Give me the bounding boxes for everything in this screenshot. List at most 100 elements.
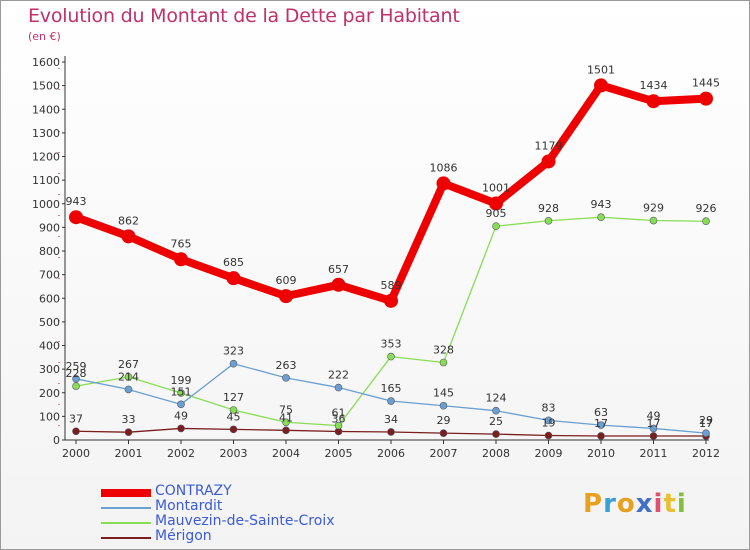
data-label: 943 xyxy=(591,198,612,211)
data-label: 1086 xyxy=(430,161,458,174)
data-label: 222 xyxy=(328,369,349,382)
data-label: 263 xyxy=(276,359,297,372)
x-tick-label: 2004 xyxy=(272,447,300,460)
data-label: 943 xyxy=(66,195,87,208)
data-labels-layer: 943 862 765 685 609 657 589 1086 1001 1179 1501 143… xyxy=(66,63,721,430)
legend-label: Montardit xyxy=(155,498,223,514)
data-label: 259 xyxy=(66,360,87,373)
data-label: 862 xyxy=(118,214,139,227)
data-point xyxy=(72,427,80,436)
data-label: 145 xyxy=(433,387,454,400)
data-label: 36 xyxy=(332,412,346,425)
data-label: 353 xyxy=(381,338,402,351)
data-point xyxy=(282,418,290,427)
y-tick-label: 500 xyxy=(39,316,60,329)
data-label: 19 xyxy=(542,417,556,430)
data-label: 905 xyxy=(486,207,507,220)
legend-swatch xyxy=(101,537,151,539)
legend-label: Mérigon xyxy=(155,528,212,544)
data-point xyxy=(226,271,241,286)
x-tick-label: 2003 xyxy=(220,447,248,460)
x-tick-label: 2012 xyxy=(692,447,720,460)
data-label: 37 xyxy=(69,412,83,425)
data-point xyxy=(646,94,661,109)
data-label: 609 xyxy=(276,274,297,287)
data-label: 33 xyxy=(122,413,136,426)
data-label: 1445 xyxy=(692,77,720,90)
data-point xyxy=(331,277,346,292)
y-tick-label: 700 xyxy=(39,269,60,282)
y-tick-label: 1400 xyxy=(32,103,60,116)
logo-letter: i xyxy=(653,489,664,519)
data-point xyxy=(69,210,83,225)
data-point xyxy=(229,406,238,414)
x-tick-label: 2000 xyxy=(62,447,90,460)
x-tick-label: 2006 xyxy=(377,447,405,460)
data-label: 589 xyxy=(381,279,402,292)
series-line-0 xyxy=(72,81,710,305)
data-point xyxy=(594,78,608,93)
data-point xyxy=(439,358,448,367)
data-label: 214 xyxy=(118,370,139,383)
data-label: 17 xyxy=(594,417,608,430)
legend-swatch xyxy=(101,522,151,524)
data-label: 657 xyxy=(328,263,349,276)
data-label: 1434 xyxy=(640,79,668,92)
y-tick-label: 1300 xyxy=(32,127,60,140)
y-tick-label: 200 xyxy=(39,387,60,400)
logo-letter: x xyxy=(635,489,654,519)
data-point xyxy=(544,216,553,225)
data-label: 29 xyxy=(699,414,713,427)
data-point xyxy=(177,389,185,397)
data-point xyxy=(334,421,343,430)
y-tick-label: 1000 xyxy=(32,198,60,211)
data-point xyxy=(334,383,343,392)
data-point xyxy=(124,428,133,437)
data-label: 49 xyxy=(174,409,188,422)
x-tick-label: 2002 xyxy=(167,447,195,460)
data-point xyxy=(439,429,448,437)
x-tick-label: 2011 xyxy=(640,447,668,460)
axes: 0 100 200 300 400 500 600 700 800 900 1000 1100 1200… xyxy=(32,56,720,460)
data-label: 75 xyxy=(279,403,293,416)
y-tick-label: 100 xyxy=(39,410,60,423)
data-label: 124 xyxy=(486,392,507,405)
data-label: 926 xyxy=(696,202,717,215)
legend-swatch xyxy=(101,507,151,509)
x-tick-label: 2009 xyxy=(535,447,563,460)
data-point xyxy=(177,424,185,433)
data-label: 1179 xyxy=(535,139,563,152)
x-tick-label: 2007 xyxy=(430,447,458,460)
data-label: 127 xyxy=(223,391,244,404)
data-point xyxy=(597,432,605,440)
data-label: 34 xyxy=(384,413,398,426)
data-label: 929 xyxy=(643,202,664,215)
legend-label: CONTRAZY xyxy=(155,483,232,499)
data-label: 17 xyxy=(647,417,661,430)
data-label: 928 xyxy=(538,202,559,215)
data-label: 199 xyxy=(171,374,192,387)
y-tick-label: 300 xyxy=(39,363,60,376)
data-point xyxy=(492,406,500,415)
data-point xyxy=(387,428,395,436)
data-point xyxy=(387,352,395,361)
data-point xyxy=(384,293,398,308)
y-tick-label: 1600 xyxy=(32,56,60,69)
y-tick-label: 1500 xyxy=(32,80,60,93)
data-point xyxy=(699,91,713,106)
logo-letter: o xyxy=(616,489,636,519)
data-point xyxy=(282,374,290,382)
logo-letter: t xyxy=(663,489,677,519)
data-label: 328 xyxy=(433,344,454,357)
legend-label: Mauvezin-de-Sainte-Croix xyxy=(155,513,335,529)
data-point xyxy=(649,216,658,225)
logo-letter: P xyxy=(583,489,604,519)
data-label: 151 xyxy=(171,385,192,398)
y-tick-label: 0 xyxy=(53,434,60,447)
data-point xyxy=(177,400,185,409)
chart-title: Evolution du Montant de la Dette par Hab… xyxy=(28,5,460,27)
data-point xyxy=(124,385,133,394)
y-tick-label: 1100 xyxy=(32,174,60,187)
data-point xyxy=(282,426,290,435)
data-label: 323 xyxy=(223,345,244,358)
